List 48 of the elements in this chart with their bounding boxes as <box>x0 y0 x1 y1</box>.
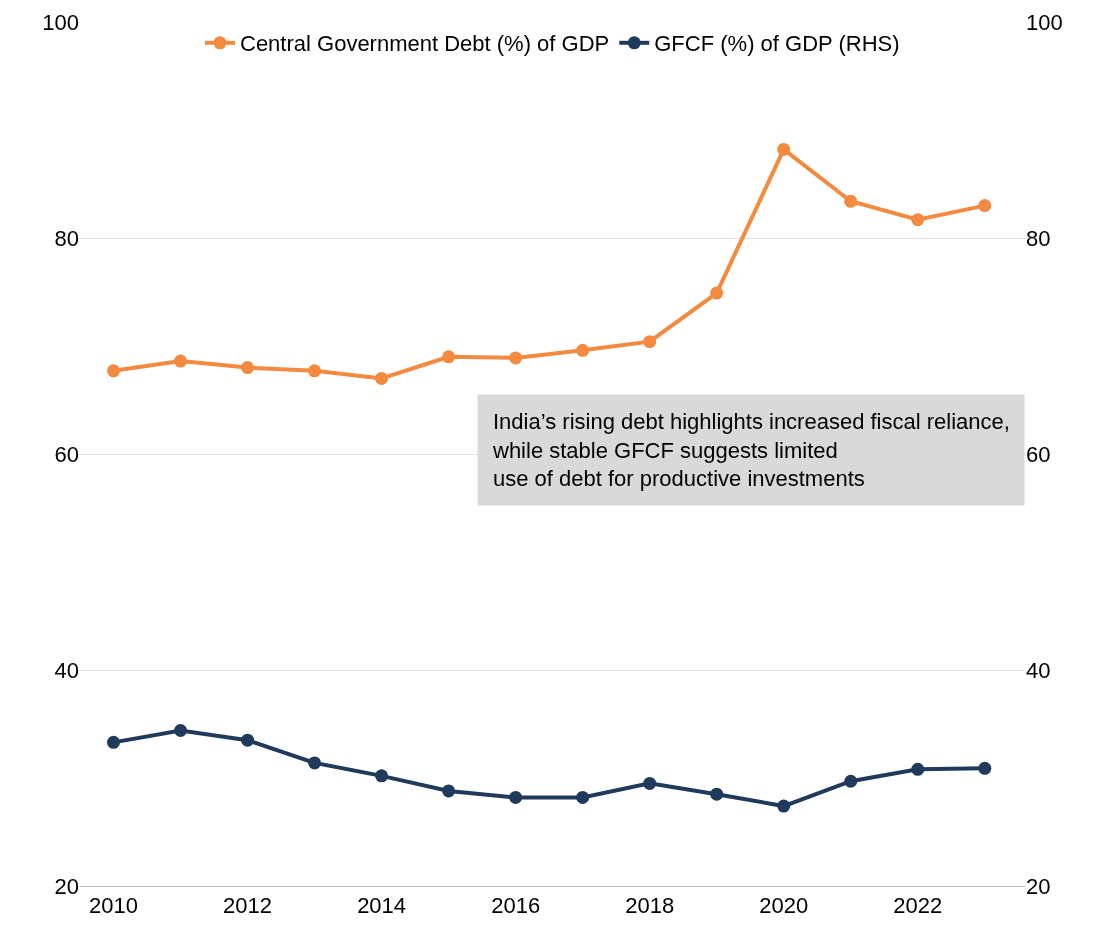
x-tick-label: 2022 <box>893 893 943 919</box>
annotation: India’s rising debt highlights increased fiscal reliance, while stable GFCF suggests limited use of debt for productive investments <box>492 409 1010 492</box>
legend-label: Central Government Debt (%) of GDP <box>240 31 610 57</box>
point <box>911 213 925 227</box>
point <box>442 350 456 364</box>
point <box>777 142 791 156</box>
point <box>978 199 992 213</box>
point <box>241 361 255 375</box>
y2-tick-label: 60 <box>1026 441 1051 467</box>
point <box>844 774 858 788</box>
point <box>509 790 523 804</box>
y2-tick-label: 40 <box>1026 657 1051 683</box>
y2-tick-label: 100 <box>1026 9 1063 35</box>
point <box>107 364 121 378</box>
point <box>576 343 590 357</box>
x-tick-label: 2010 <box>89 893 138 919</box>
x-tick-label: 2016 <box>491 893 541 919</box>
point <box>174 354 188 368</box>
x-tick-label: 2018 <box>625 893 675 919</box>
y2-tick-label: 20 <box>1026 873 1051 899</box>
point <box>241 733 255 747</box>
point <box>576 790 590 804</box>
y-tick-label: 100 <box>42 9 79 35</box>
point <box>978 761 992 775</box>
point <box>710 286 724 300</box>
point <box>442 784 456 798</box>
point <box>777 799 791 813</box>
x-tick-label: 2020 <box>759 893 809 919</box>
point <box>844 194 858 208</box>
point <box>308 364 322 378</box>
point <box>107 735 121 749</box>
point <box>308 756 322 770</box>
point <box>643 776 657 790</box>
point <box>174 723 188 737</box>
point <box>375 769 389 783</box>
x-tick-label: 2014 <box>357 893 407 919</box>
y-tick-label: 80 <box>54 225 79 251</box>
y-tick-label: 60 <box>54 441 79 467</box>
y2-tick-label: 80 <box>1026 225 1051 251</box>
point <box>911 762 925 776</box>
point <box>643 335 657 349</box>
y-tick-label: 40 <box>54 657 79 683</box>
point <box>509 351 523 365</box>
legend-label: GFCF (%) of GDP (RHS) <box>654 31 900 57</box>
y-tick-label: 20 <box>54 873 79 899</box>
point <box>710 787 724 801</box>
x-tick-label: 2012 <box>223 893 273 919</box>
point <box>375 371 389 385</box>
